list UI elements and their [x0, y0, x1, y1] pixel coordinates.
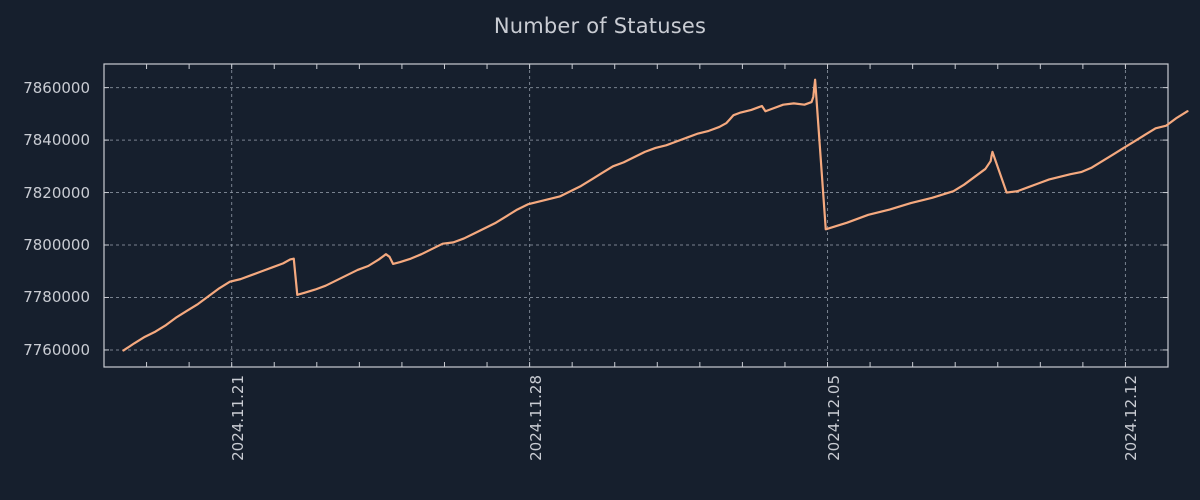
x-axis-tick-label: 2024.11.28: [526, 375, 545, 461]
grid-layer: [104, 64, 1168, 367]
plot-frame: [103, 63, 1169, 368]
x-axis-tick-label: 2024.12.12: [1122, 375, 1141, 461]
y-axis-tick-label: 7840000: [23, 131, 90, 150]
chart-title: Number of Statuses: [493, 14, 707, 38]
y-axis-tick-label: 7860000: [23, 78, 90, 97]
tick-marks-layer: [104, 64, 1169, 367]
series-layer: [122, 78, 1189, 352]
y-axis-tick-label: 7780000: [23, 288, 90, 307]
y-axis-tick-label: 7820000: [23, 183, 90, 202]
y-axis-tick-label: 7760000: [23, 340, 90, 359]
x-axis-tick-label: 2024.12.05: [824, 375, 843, 461]
plot-frame-rect: [103, 63, 1169, 368]
x-axis-tick-label: 2024.11.21: [228, 375, 247, 461]
series-line: [122, 78, 1189, 352]
y-axis-tick-label: 7800000: [23, 236, 90, 254]
